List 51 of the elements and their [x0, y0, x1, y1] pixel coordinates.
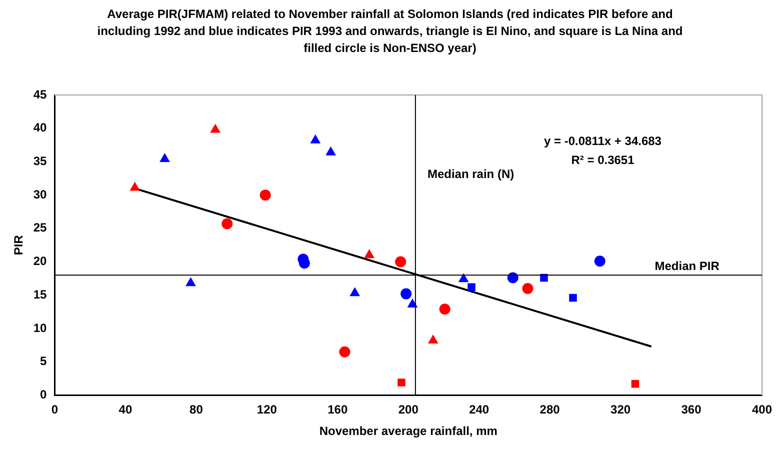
- ref-line-label: Median rain (N): [427, 167, 514, 181]
- x-tick-label: 320: [610, 402, 631, 417]
- y-tick-label: 20: [33, 254, 48, 268]
- point: [186, 277, 196, 286]
- x-tick-label: 160: [328, 402, 348, 417]
- x-tick-label: 240: [469, 402, 490, 417]
- x-tick-label: 80: [190, 402, 204, 417]
- x-axis-title: November average rainfall, mm: [319, 424, 498, 438]
- point: [326, 146, 336, 156]
- y-tick-label: 10: [33, 320, 48, 335]
- point: [522, 282, 534, 294]
- y-tick-label: 35: [33, 154, 48, 168]
- y-axis-title: PIR: [12, 234, 26, 256]
- point: [398, 378, 406, 386]
- x-tick-label: 280: [540, 402, 560, 417]
- ref-line-label: Median PIR: [654, 259, 720, 274]
- point: [260, 190, 271, 201]
- point: [160, 153, 170, 162]
- x-tick-label: 400: [752, 402, 772, 417]
- annotation: y = -0.0811x + 34.683: [544, 134, 662, 148]
- point: [210, 124, 220, 133]
- chart-title: Average PIR(JFMAM) related to November rainfall at Solomon Islands (red indicates PIR before and including 1992 and blue indicates PIR 1993 and onwards, triangle is El Nino, and square is La Nina and filled circle is Non-ENSO year): [96, 6, 684, 57]
- point: [507, 272, 518, 284]
- y-tick-label: 25: [33, 220, 48, 235]
- y-tick-label: 40: [33, 120, 48, 135]
- y-tick-label: 30: [33, 187, 48, 202]
- y-tick-label: 45: [33, 87, 48, 102]
- point: [364, 249, 374, 258]
- x-tick-label: 120: [256, 402, 278, 417]
- point: [130, 182, 140, 191]
- point: [350, 287, 360, 296]
- point: [458, 273, 469, 282]
- point: [439, 304, 450, 315]
- point: [631, 380, 640, 388]
- x-tick-label: 200: [398, 402, 419, 417]
- x-tick-label: 40: [118, 402, 132, 417]
- y-tick-label: 5: [40, 354, 48, 368]
- point: [310, 134, 321, 144]
- point: [339, 346, 350, 358]
- x-tick-label: 360: [681, 402, 702, 417]
- point: [395, 256, 406, 268]
- annotation: R² = 0.3651: [571, 153, 635, 167]
- y-tick-label: 0: [40, 388, 48, 402]
- y-tick-label: 15: [33, 287, 48, 302]
- point: [594, 256, 606, 267]
- point: [569, 294, 577, 302]
- x-tick-label: 0: [51, 402, 58, 417]
- point: [407, 298, 418, 308]
- point: [468, 283, 476, 292]
- point: [222, 218, 233, 230]
- point: [400, 288, 412, 300]
